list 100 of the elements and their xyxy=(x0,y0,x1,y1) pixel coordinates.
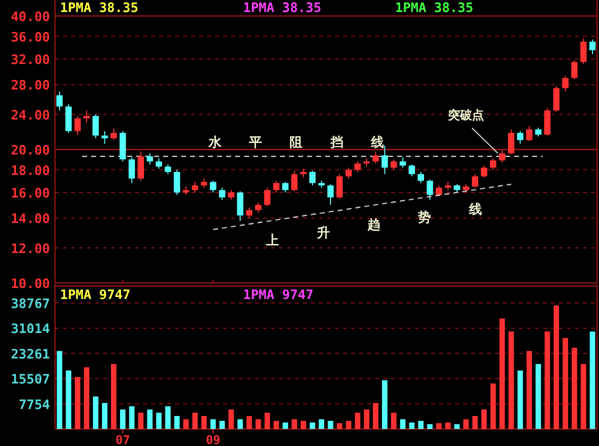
bar xyxy=(336,423,342,429)
bar xyxy=(490,384,496,429)
bar xyxy=(129,406,134,429)
bar xyxy=(165,406,171,429)
bar xyxy=(84,367,90,429)
candlestick xyxy=(156,158,162,170)
bar xyxy=(499,318,505,429)
annotation: 1PMA 38.35 xyxy=(243,1,322,16)
candlestick xyxy=(418,171,424,184)
bar xyxy=(318,419,324,429)
bar xyxy=(111,364,116,429)
y-tick-label: 18.00 xyxy=(10,164,50,179)
bar xyxy=(400,419,406,429)
bar xyxy=(418,420,424,429)
candlestick xyxy=(210,180,216,193)
y-tick-label: 16.00 xyxy=(10,186,50,202)
bar xyxy=(56,351,62,429)
annotation: 1PMA 9747 xyxy=(60,288,130,303)
bar xyxy=(382,380,388,429)
text: 上升趋势线 xyxy=(266,202,482,248)
candlestick xyxy=(200,178,208,188)
bar xyxy=(562,338,568,429)
candlestick xyxy=(218,187,226,200)
candlestick xyxy=(291,170,298,192)
bar xyxy=(300,420,306,429)
y-tick-label: 15507 xyxy=(10,372,50,388)
bar xyxy=(274,420,280,429)
candlestick xyxy=(472,174,478,188)
y-tick-label: 38767 xyxy=(10,297,50,312)
candlestick xyxy=(526,125,532,142)
bar xyxy=(354,412,360,429)
text: 水平阻挡线 xyxy=(208,135,384,150)
bar xyxy=(156,412,162,429)
bar xyxy=(102,403,108,429)
candlestick xyxy=(309,170,316,186)
candlestick xyxy=(390,158,397,170)
candlestick xyxy=(354,160,361,172)
y-tick-label: 14.00 xyxy=(10,212,50,228)
candlestick xyxy=(336,174,343,200)
bar xyxy=(282,422,288,429)
candlestick xyxy=(264,187,270,207)
candlestick xyxy=(228,190,234,200)
bar xyxy=(256,419,261,429)
candlestick xyxy=(480,165,488,178)
candlestick xyxy=(83,110,90,124)
candlestick xyxy=(102,130,108,144)
annotation: 1PMA 9747 xyxy=(243,288,314,303)
y-tick-label: 10.00 xyxy=(10,277,50,292)
y-tick-label: 31014 xyxy=(10,322,50,338)
candlestick xyxy=(589,39,596,55)
bar xyxy=(364,410,370,429)
candlestick xyxy=(571,60,578,80)
candlestick xyxy=(508,128,514,155)
candlestick xyxy=(408,164,415,177)
bar xyxy=(328,420,334,429)
bar xyxy=(237,419,243,429)
y-tick-label: 20.00 xyxy=(10,144,50,158)
bar xyxy=(264,412,270,429)
y-tick-label: 23261 xyxy=(10,347,50,362)
bar xyxy=(246,416,252,429)
y-tick-label: 7754 xyxy=(18,398,50,413)
y-tick-label: 12.00 xyxy=(10,242,50,257)
candlestick xyxy=(174,169,180,196)
bar xyxy=(518,370,523,429)
bar xyxy=(92,396,98,429)
candlestick xyxy=(273,180,280,193)
candlestick xyxy=(345,167,352,180)
candlestick xyxy=(580,38,587,64)
candlestick xyxy=(426,179,434,200)
bar xyxy=(228,410,234,429)
bar xyxy=(445,422,451,429)
y-tick-label: 28.00 xyxy=(10,78,50,94)
bar xyxy=(210,419,216,429)
candlestick xyxy=(92,114,99,139)
candlestick xyxy=(128,156,135,184)
candlestick xyxy=(246,206,252,219)
bar xyxy=(526,351,532,429)
candlestick xyxy=(490,158,496,170)
bar xyxy=(219,420,225,429)
x-tick-label: 07 xyxy=(116,433,130,446)
bar xyxy=(183,419,189,429)
bar xyxy=(147,410,153,429)
bar xyxy=(544,332,550,429)
bar xyxy=(192,412,198,429)
candlestick xyxy=(562,75,569,92)
candlestick xyxy=(164,164,172,175)
bar xyxy=(120,410,126,429)
candlestick xyxy=(372,150,379,164)
bar xyxy=(580,364,586,429)
candlestick xyxy=(517,130,524,144)
candlestick xyxy=(553,86,560,112)
candlestick xyxy=(498,150,506,163)
bar xyxy=(536,364,541,429)
candlestick xyxy=(138,150,144,182)
bar xyxy=(372,403,378,429)
bar xyxy=(66,370,72,429)
bar xyxy=(572,348,578,429)
bar xyxy=(454,424,460,429)
bar xyxy=(174,416,180,429)
bar xyxy=(436,423,442,429)
